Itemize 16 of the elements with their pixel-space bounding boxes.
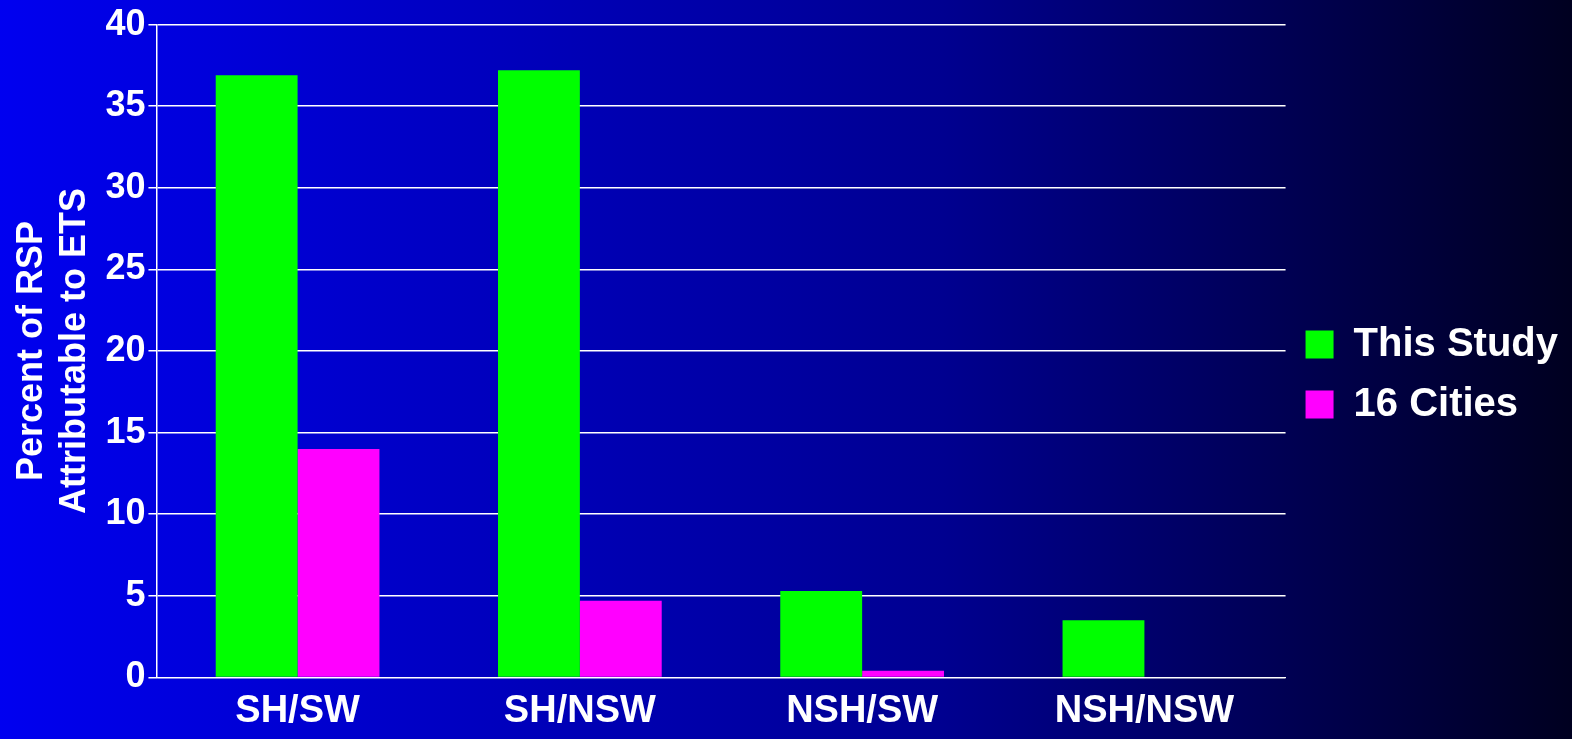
y-tick-label: 15 (105, 409, 146, 451)
y-tick-label: 30 (105, 164, 146, 206)
x-tick-label: NSH/NSW (1054, 687, 1235, 730)
y-tick-label: 0 (125, 654, 146, 696)
y-tick-label: 35 (105, 83, 146, 125)
x-tick-label: NSH/SW (786, 687, 939, 730)
legend-label: This Study (1353, 319, 1559, 364)
y-tick-label: 20 (105, 327, 146, 369)
y-tick-label: 40 (105, 1, 146, 43)
y-tick-label: 5 (125, 572, 146, 614)
x-tick-label: SH/NSW (503, 687, 656, 730)
y-tick-label: 10 (105, 491, 146, 533)
y-tick-label: 25 (105, 246, 146, 288)
x-tick-label: SH/SW (235, 687, 360, 730)
y-axis-title: Percent of RSP Attributable to ETS (8, 188, 93, 514)
legend-label: 16 Cities (1353, 379, 1519, 424)
